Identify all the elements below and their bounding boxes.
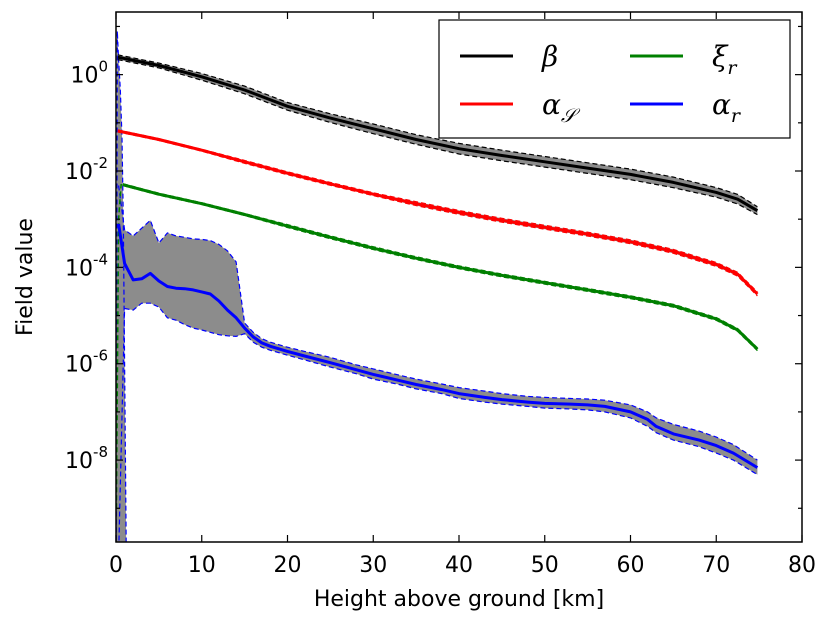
y-tick-label: 100 — [70, 58, 108, 89]
band-upper-0 — [117, 54, 758, 208]
x-tick-label: 80 — [788, 553, 816, 578]
band-lower-3 — [118, 302, 758, 542]
x-tick-label: 10 — [188, 553, 216, 578]
x-tick-label: 30 — [359, 553, 387, 578]
x-axis-title: Height above ground [km] — [314, 587, 604, 612]
x-tick-label: 50 — [531, 553, 559, 578]
y-tick-label: 10-2 — [65, 154, 108, 185]
y-axis-title: Field value — [13, 218, 38, 336]
series-line-3 — [117, 223, 759, 469]
series-line-2 — [122, 183, 759, 351]
legend-label-3: αr — [712, 88, 742, 127]
x-tick-label: 60 — [617, 553, 645, 578]
band-lower-0 — [117, 59, 758, 216]
x-tick-label: 40 — [445, 553, 473, 578]
legend-label-0: β — [541, 40, 558, 73]
y-axis: 100 10-2 10-4 10-6 10-8 — [65, 25, 802, 509]
series-line-1 — [117, 129, 759, 296]
y-tick-label: 10-4 — [65, 250, 108, 281]
series-lines — [116, 54, 759, 542]
y-tick-label: 10-8 — [65, 443, 108, 474]
x-tick-label: 70 — [702, 553, 730, 578]
near-ground-spike — [116, 31, 127, 542]
x-tick-label: 20 — [274, 553, 302, 578]
series-line-0 — [117, 55, 759, 212]
y-tick-label: 10-6 — [65, 347, 108, 378]
legend-box — [438, 19, 791, 139]
band-3 — [118, 185, 758, 542]
x-axis: 0 10 20 30 40 50 60 70 80 — [109, 12, 816, 578]
band-0 — [117, 54, 758, 215]
x-tick-label: 0 — [109, 553, 123, 578]
legend-label-2: ξr — [712, 40, 738, 79]
